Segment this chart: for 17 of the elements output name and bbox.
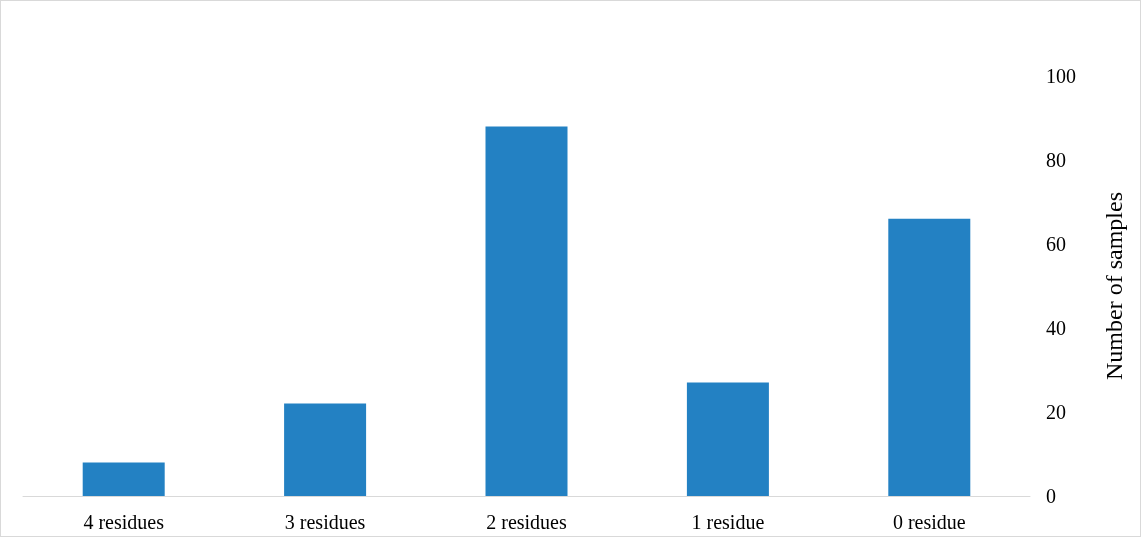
y-tick-label: 100 xyxy=(1046,65,1076,87)
x-tick-label: 1 residue xyxy=(691,511,765,533)
y-tick-label: 60 xyxy=(1046,233,1066,255)
y-tick-label: 20 xyxy=(1046,401,1066,423)
y-tick-label: 80 xyxy=(1046,149,1066,171)
y-axis-title: Number of samples xyxy=(1101,192,1127,380)
bar xyxy=(888,218,971,496)
bar xyxy=(82,462,165,496)
bar xyxy=(284,403,367,496)
y-tick-label: 40 xyxy=(1046,317,1066,339)
bar xyxy=(686,382,769,496)
x-tick-label: 0 residue xyxy=(892,511,966,533)
x-tick-label: 3 residues xyxy=(284,511,366,533)
x-tick-label: 2 residues xyxy=(486,511,567,533)
bar xyxy=(485,126,568,496)
y-tick-label: 0 xyxy=(1046,485,1056,507)
x-tick-label: 4 residues xyxy=(83,511,165,533)
